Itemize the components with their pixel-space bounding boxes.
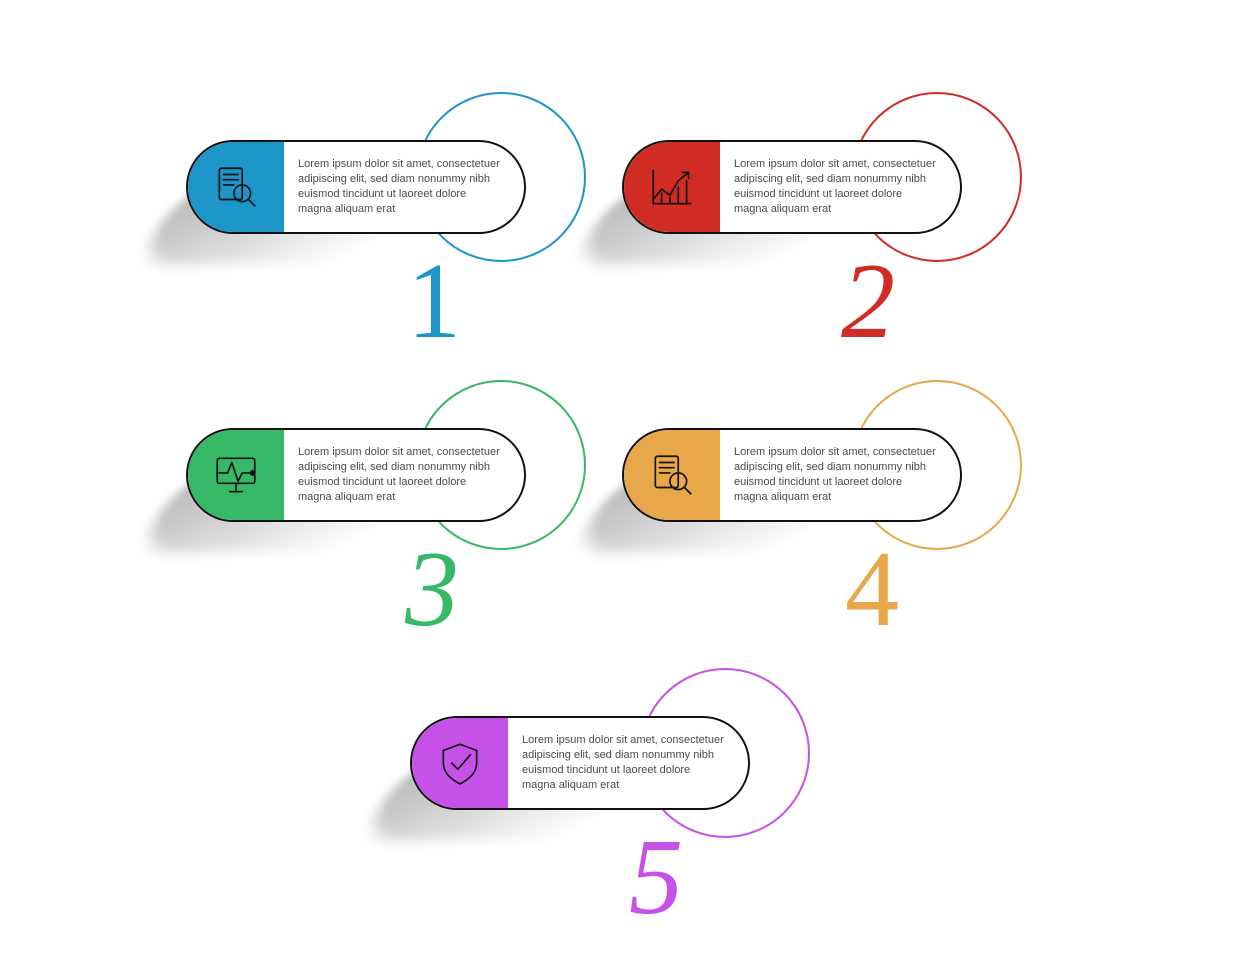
step-4-numeral: 4 bbox=[832, 536, 912, 644]
step-3-text: Lorem ipsum dolor sit amet, consectetuer… bbox=[284, 430, 524, 520]
step-3-pill: Lorem ipsum dolor sit amet, consectetuer… bbox=[186, 428, 526, 522]
step-5-body: Lorem ipsum dolor sit amet, consectetuer… bbox=[522, 733, 724, 792]
step-1-icon-wrap bbox=[188, 142, 284, 232]
step-4-text: Lorem ipsum dolor sit amet, consectetuer… bbox=[720, 430, 960, 520]
step-3-icon-wrap bbox=[188, 430, 284, 520]
step-5-pill: Lorem ipsum dolor sit amet, consectetuer… bbox=[410, 716, 750, 810]
step-5: 5 Lorem ipsum dolor sit amet, consectetu… bbox=[410, 676, 830, 936]
step-2-icon-wrap bbox=[624, 142, 720, 232]
step-1-body: Lorem ipsum dolor sit amet, consectetuer… bbox=[298, 157, 500, 216]
step-2: 2 Lorem ipsum dolor sit amet, consectetu… bbox=[622, 100, 1042, 360]
infographic-canvas: 1 Lorem ipsum dolor sit amet, consectetu… bbox=[0, 0, 1259, 980]
step-1: 1 Lorem ipsum dolor sit amet, consectetu… bbox=[186, 100, 606, 360]
step-2-numeral: 2 bbox=[828, 248, 908, 356]
shield-check-icon bbox=[435, 738, 485, 788]
document-search-icon bbox=[647, 450, 697, 500]
step-1-text: Lorem ipsum dolor sit amet, consectetuer… bbox=[284, 142, 524, 232]
step-2-body: Lorem ipsum dolor sit amet, consectetuer… bbox=[734, 157, 936, 216]
step-3-numeral: 3 bbox=[392, 536, 472, 644]
growth-chart-icon bbox=[647, 162, 697, 212]
step-2-text: Lorem ipsum dolor sit amet, consectetuer… bbox=[720, 142, 960, 232]
step-5-text: Lorem ipsum dolor sit amet, consectetuer… bbox=[508, 718, 748, 808]
step-1-numeral: 1 bbox=[404, 248, 464, 356]
step-4-body: Lorem ipsum dolor sit amet, consectetuer… bbox=[734, 445, 936, 504]
monitor-pulse-icon bbox=[211, 450, 261, 500]
step-4-pill: Lorem ipsum dolor sit amet, consectetuer… bbox=[622, 428, 962, 522]
step-5-icon-wrap bbox=[412, 718, 508, 808]
step-1-pill: Lorem ipsum dolor sit amet, consectetuer… bbox=[186, 140, 526, 234]
step-3: 3 Lorem ipsum dolor sit amet, consectetu… bbox=[186, 388, 606, 648]
document-search-icon bbox=[211, 162, 261, 212]
step-5-numeral: 5 bbox=[616, 824, 696, 932]
step-4: 4 Lorem ipsum dolor sit amet, consectetu… bbox=[622, 388, 1042, 648]
step-4-icon-wrap bbox=[624, 430, 720, 520]
step-3-body: Lorem ipsum dolor sit amet, consectetuer… bbox=[298, 445, 500, 504]
step-2-pill: Lorem ipsum dolor sit amet, consectetuer… bbox=[622, 140, 962, 234]
